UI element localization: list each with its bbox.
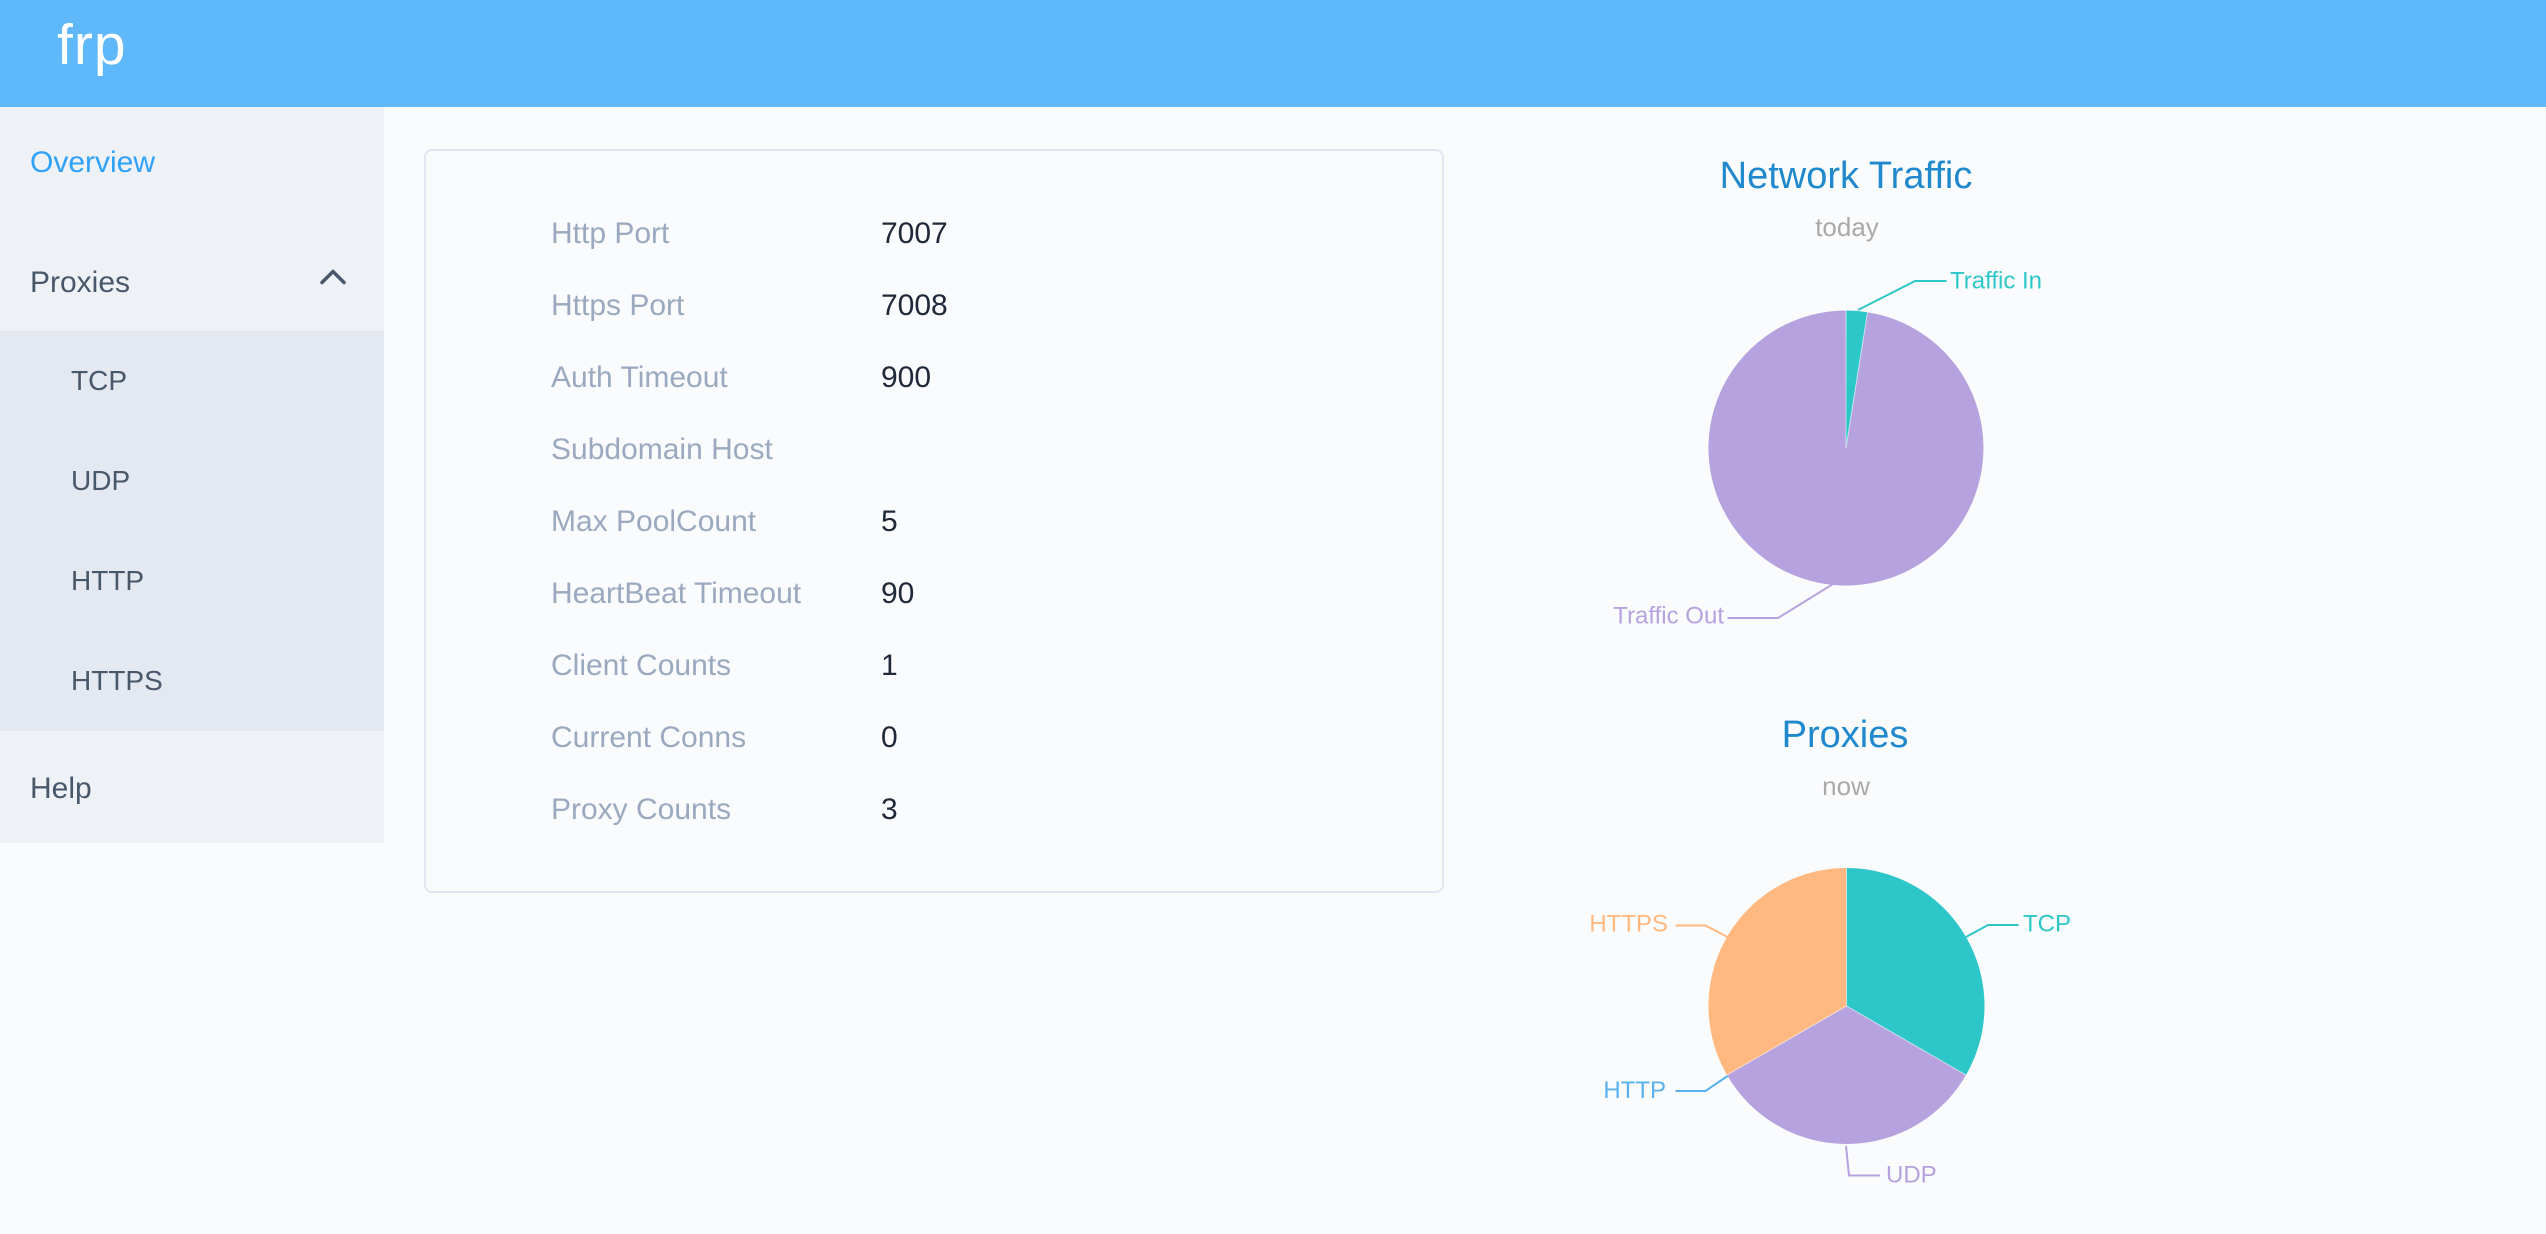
svg-text:TCP: TCP [2023, 911, 2071, 938]
svg-text:Traffic Out: Traffic Out [1613, 603, 1724, 630]
svg-text:UDP: UDP [1886, 1162, 1937, 1189]
svg-text:Traffic In: Traffic In [1950, 268, 2042, 295]
svg-text:HTTPS: HTTPS [1589, 911, 1668, 938]
svg-text:HTTP: HTTP [1603, 1077, 1666, 1104]
